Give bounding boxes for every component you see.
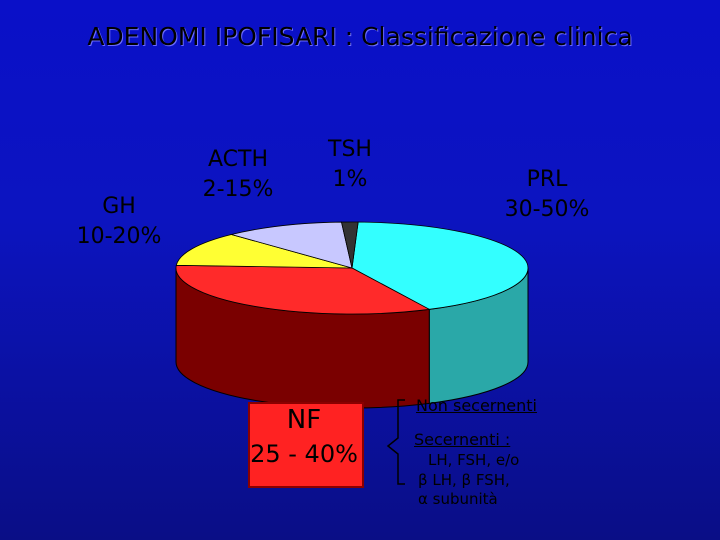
label-gh: GH 10-20%	[64, 192, 174, 252]
non-secreting-text: Non secernenti	[416, 396, 537, 415]
secreting-text: Secernenti :	[414, 430, 511, 449]
tsh-name: TSH	[328, 137, 372, 162]
label-acth: ACTH 2-15%	[188, 145, 288, 205]
pie-slice-tsh	[340, 221, 359, 269]
prl-value: 30-50%	[504, 197, 590, 222]
pie-slice-prl	[351, 221, 529, 310]
secreting-line1: LH, FSH, e/o	[428, 451, 520, 469]
nf-name: NF	[286, 405, 322, 435]
tsh-value: 1%	[332, 167, 368, 192]
pie-slice-nf	[175, 264, 431, 315]
secreting-label: Secernenti :	[414, 430, 510, 449]
secreting-line2: β LH, β FSH,	[418, 471, 510, 489]
pie-slice-acth	[229, 221, 353, 269]
nf-box	[248, 402, 364, 488]
nf-bracket	[386, 399, 405, 485]
label-tsh: TSH 1%	[310, 135, 390, 195]
acth-name: ACTH	[207, 147, 268, 172]
acth-value: 2-15%	[202, 177, 274, 202]
pie-slice-gh	[175, 234, 353, 269]
gh-name: GH	[102, 194, 136, 219]
slide-title: ADENOMI IPOFISARI : Classificazione clin…	[87, 22, 633, 51]
label-prl: PRL 30-50%	[492, 165, 602, 225]
gh-value: 10-20%	[76, 224, 162, 249]
secreting-line3: α subunità	[418, 490, 498, 508]
nf-value: 25 - 40%	[250, 440, 358, 468]
prl-name: PRL	[526, 167, 568, 192]
non-secreting-label: Non secernenti	[416, 396, 537, 415]
